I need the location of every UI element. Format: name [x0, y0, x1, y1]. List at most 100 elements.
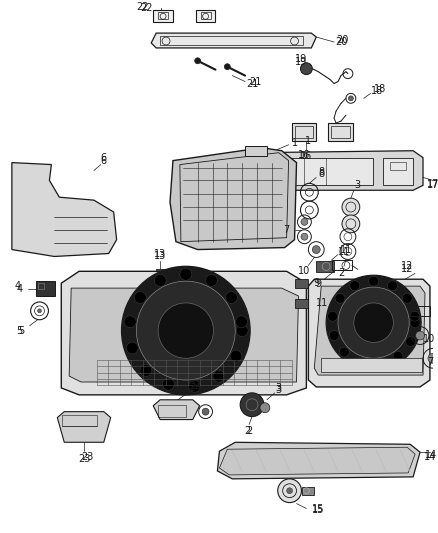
Circle shape [329, 330, 339, 341]
Text: 16: 16 [300, 151, 313, 160]
Text: 4: 4 [17, 284, 23, 294]
Text: 15: 15 [312, 504, 325, 513]
Circle shape [328, 311, 338, 321]
Polygon shape [69, 288, 298, 382]
Text: 8: 8 [318, 169, 324, 180]
Circle shape [162, 378, 174, 390]
Bar [331, 126, 350, 138]
Bar [160, 36, 304, 45]
Bar [294, 126, 313, 138]
Bar [294, 299, 308, 308]
Text: 19: 19 [295, 57, 307, 67]
Circle shape [354, 303, 393, 343]
Polygon shape [217, 442, 420, 479]
Circle shape [154, 274, 166, 286]
Text: 7: 7 [283, 225, 290, 235]
Text: 22: 22 [136, 3, 148, 12]
Text: 3: 3 [355, 180, 361, 190]
Text: 11: 11 [316, 298, 328, 308]
Text: 11: 11 [340, 245, 352, 255]
Polygon shape [249, 151, 423, 190]
Circle shape [388, 281, 397, 290]
Bar [196, 10, 215, 22]
Text: 10: 10 [298, 266, 311, 276]
Text: 18: 18 [374, 84, 387, 94]
Circle shape [326, 275, 421, 370]
Polygon shape [170, 148, 297, 249]
Circle shape [410, 311, 420, 321]
Circle shape [416, 331, 424, 340]
Text: 9: 9 [315, 279, 321, 289]
Bar [153, 10, 173, 22]
Bar [334, 279, 352, 290]
Polygon shape [61, 271, 307, 395]
Text: 24: 24 [190, 383, 202, 393]
Text: 16: 16 [298, 150, 311, 160]
Text: 14: 14 [425, 450, 437, 460]
Text: 21: 21 [249, 77, 261, 86]
Bar [328, 123, 353, 141]
Bar [292, 123, 316, 141]
Circle shape [213, 370, 225, 382]
Text: 1: 1 [305, 136, 311, 146]
Bar [245, 146, 267, 156]
Text: 1: 1 [291, 138, 297, 148]
Bar [384, 158, 413, 185]
Circle shape [224, 64, 230, 70]
Bar [35, 281, 55, 296]
Text: 5: 5 [17, 326, 23, 336]
Text: 8: 8 [318, 167, 324, 177]
Bar [156, 269, 176, 281]
Text: 7: 7 [427, 357, 433, 367]
Text: 17: 17 [427, 179, 438, 189]
Bar [62, 415, 97, 426]
Circle shape [300, 63, 312, 75]
Text: 6: 6 [101, 156, 107, 166]
Text: 19: 19 [295, 54, 307, 64]
Circle shape [350, 281, 360, 290]
Circle shape [301, 219, 308, 225]
Bar [321, 358, 422, 372]
Circle shape [195, 58, 201, 64]
Text: 17: 17 [427, 180, 438, 190]
Text: 21: 21 [246, 78, 258, 88]
Circle shape [356, 357, 366, 367]
Polygon shape [314, 286, 425, 375]
Circle shape [278, 479, 301, 503]
Bar [158, 12, 168, 19]
Circle shape [348, 96, 353, 101]
Text: 12: 12 [401, 264, 413, 274]
Text: 6: 6 [101, 152, 107, 163]
Bar [158, 405, 186, 417]
Circle shape [406, 337, 416, 346]
Text: 2: 2 [338, 268, 344, 278]
Circle shape [158, 303, 213, 358]
Bar [259, 158, 373, 185]
Bar [316, 261, 334, 272]
Circle shape [342, 198, 360, 216]
Circle shape [339, 347, 349, 357]
Circle shape [136, 281, 235, 380]
Circle shape [205, 274, 217, 286]
Text: 4: 4 [15, 281, 21, 291]
Text: 10: 10 [423, 334, 435, 343]
Circle shape [226, 292, 237, 303]
Text: 22: 22 [140, 3, 152, 13]
Polygon shape [308, 279, 430, 387]
Text: 2: 2 [244, 426, 250, 437]
Bar [390, 161, 406, 169]
Circle shape [402, 293, 412, 303]
Circle shape [202, 408, 209, 415]
Circle shape [126, 342, 138, 354]
Circle shape [428, 353, 438, 363]
Circle shape [134, 292, 146, 303]
Text: 9: 9 [313, 278, 319, 288]
Circle shape [236, 316, 247, 328]
Text: 20: 20 [335, 37, 347, 47]
Text: 5: 5 [19, 326, 25, 336]
Circle shape [236, 325, 248, 336]
Bar [332, 261, 352, 270]
Circle shape [260, 403, 270, 413]
Bar [303, 487, 314, 495]
Text: 2: 2 [246, 426, 252, 437]
